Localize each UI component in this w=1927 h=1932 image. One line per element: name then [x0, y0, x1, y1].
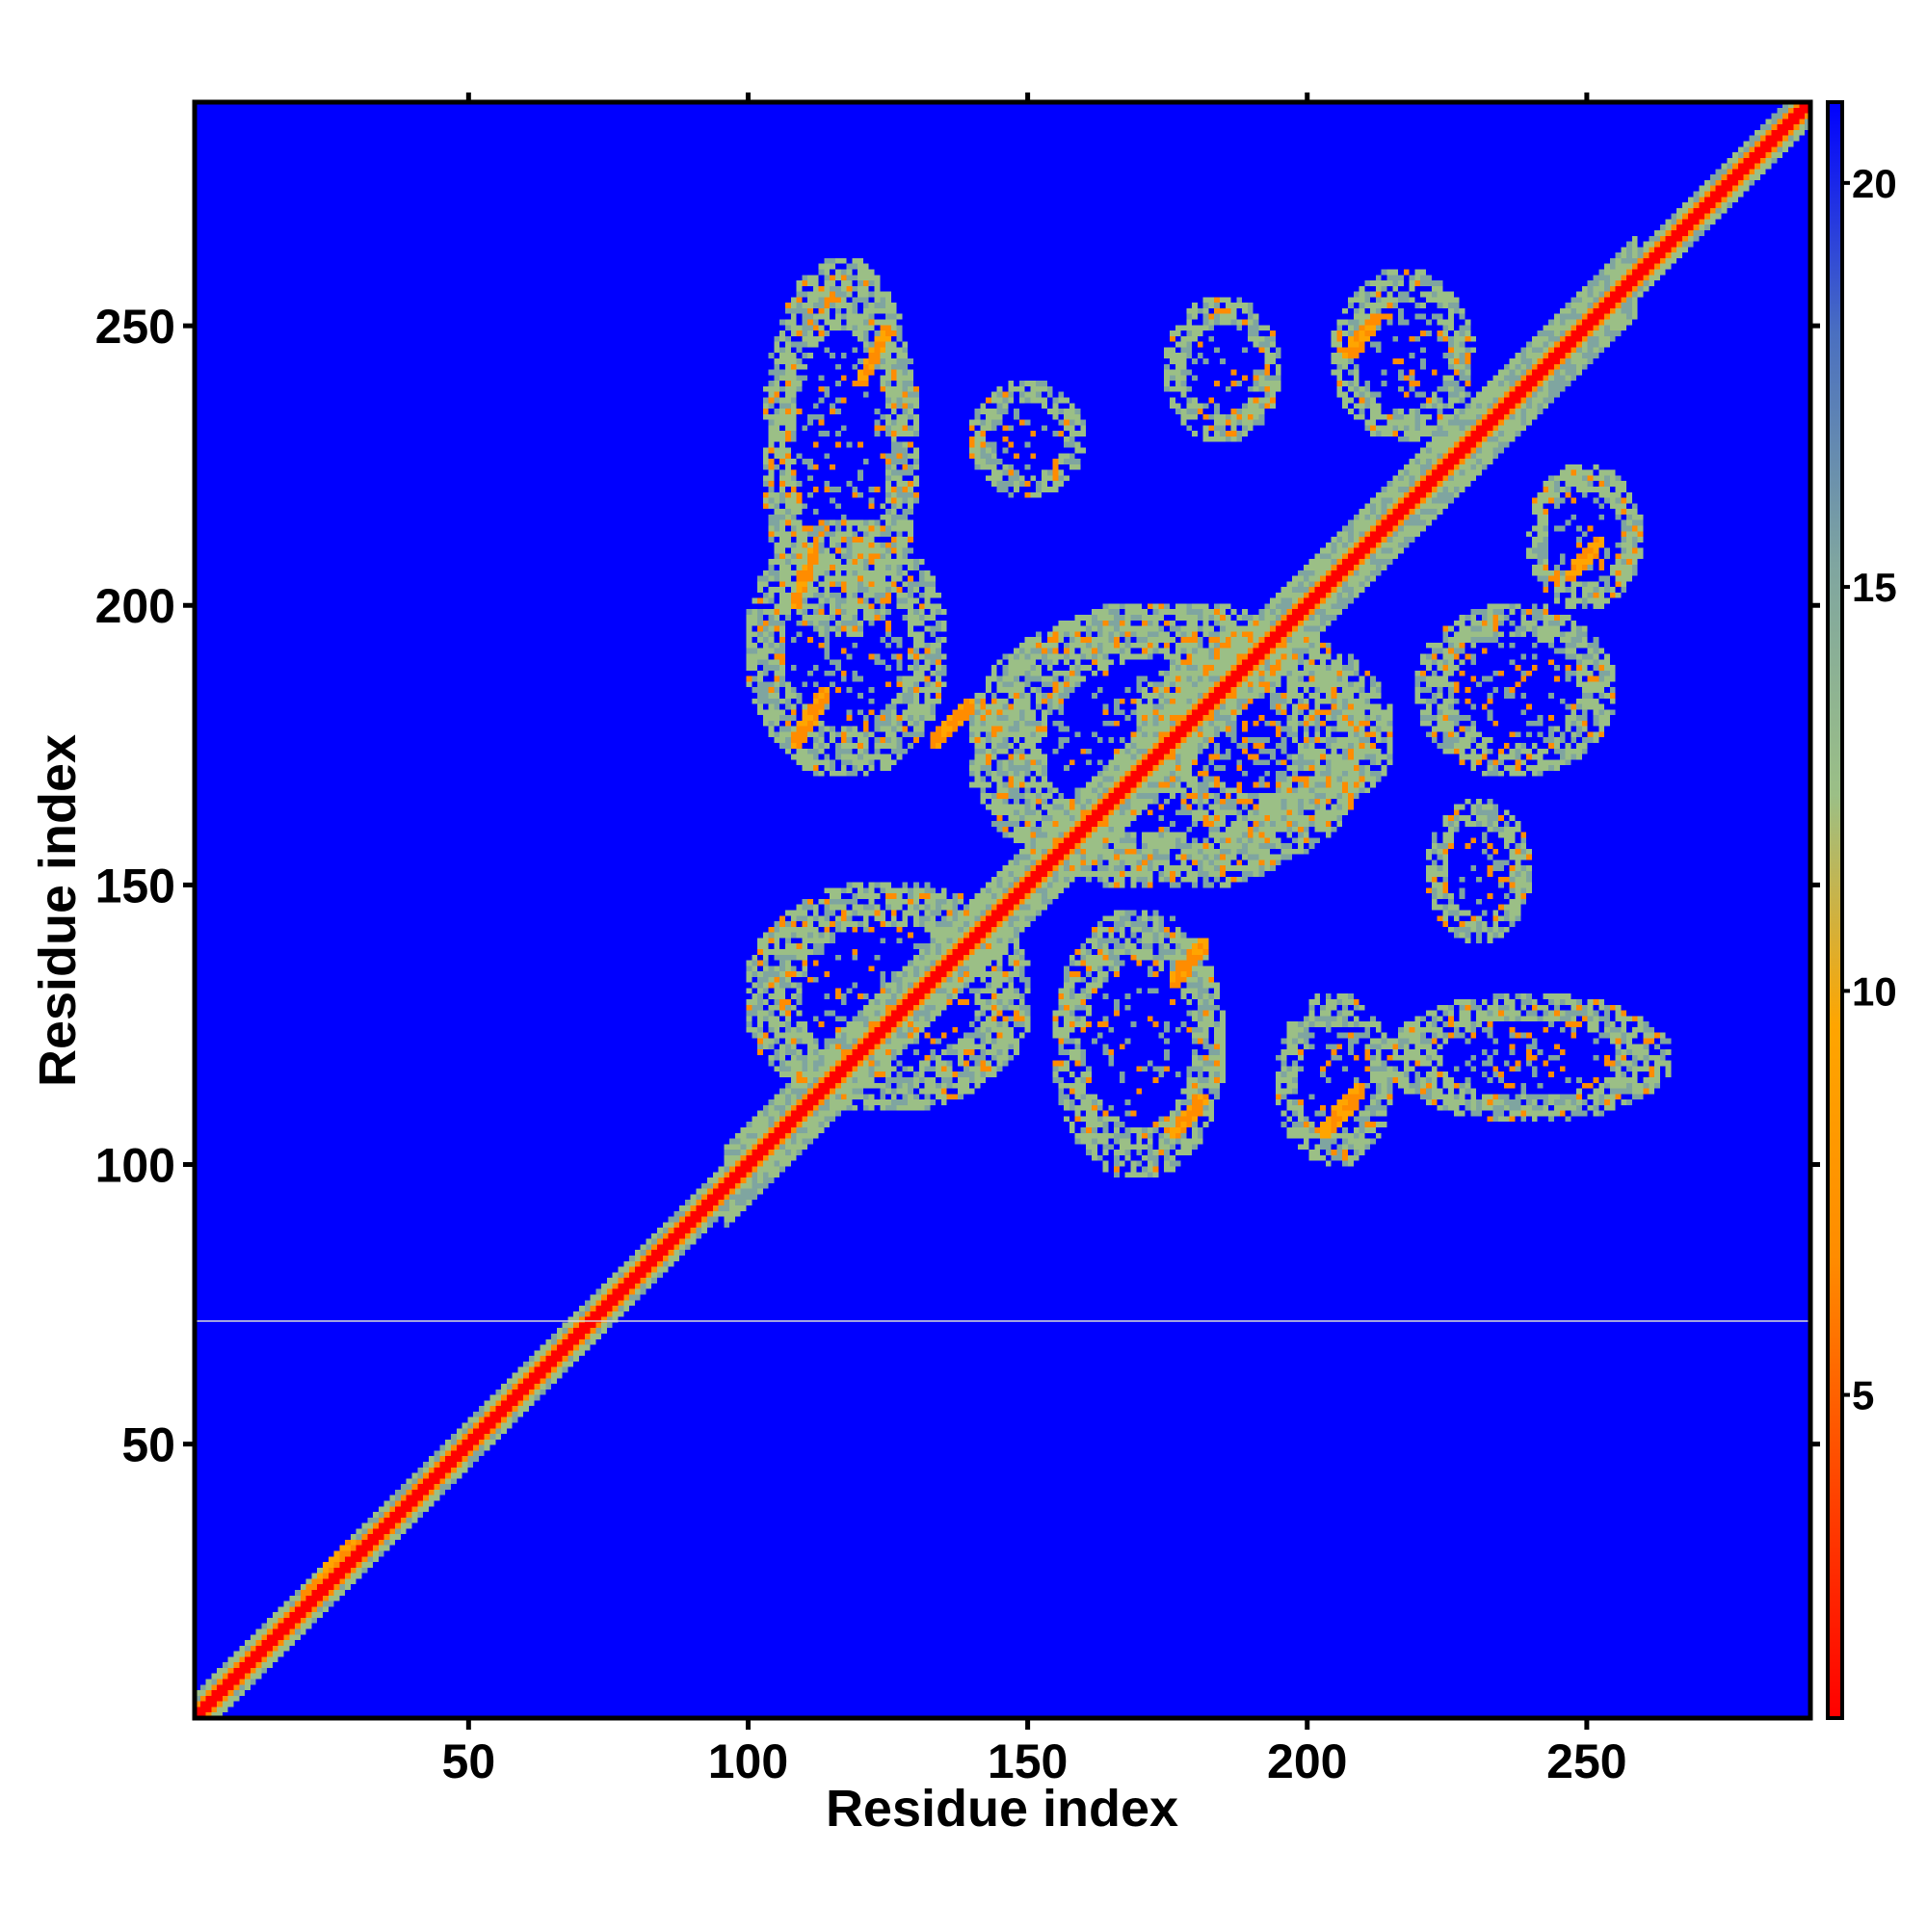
- colorbar-tick-label: 20: [1852, 161, 1897, 206]
- colorbar-tick-label: 15: [1852, 565, 1897, 610]
- x-tick-label: 100: [708, 1734, 788, 1788]
- x-axis-title: Residue index: [826, 1780, 1178, 1838]
- colorbar-tick-label: 10: [1852, 968, 1897, 1014]
- x-tick-label: 150: [988, 1734, 1068, 1788]
- colorbar-tick-label: 5: [1852, 1373, 1874, 1418]
- x-tick-label: 250: [1546, 1734, 1626, 1788]
- plot-frame: [192, 99, 1813, 1721]
- y-tick-label: 150: [95, 859, 175, 913]
- y-tick-label: 50: [121, 1418, 175, 1472]
- colorbar-gradient: [1826, 100, 1844, 1720]
- colorbar: 5 10 15 20: [1826, 100, 1897, 1720]
- y-tick-label: 200: [95, 579, 175, 633]
- x-tick-label: 200: [1267, 1734, 1347, 1788]
- y-tick-label: 100: [95, 1139, 175, 1193]
- axes-layer: 50 100 150 200 250 50 100 150 200 250: [95, 93, 1820, 1788]
- y-tick-label: 250: [95, 300, 175, 354]
- heatmap-cells: [195, 102, 1810, 1718]
- x-tick-label: 50: [442, 1734, 496, 1788]
- heatmap-layer: [195, 102, 1810, 1718]
- y-axis-title: Residue index: [29, 734, 87, 1087]
